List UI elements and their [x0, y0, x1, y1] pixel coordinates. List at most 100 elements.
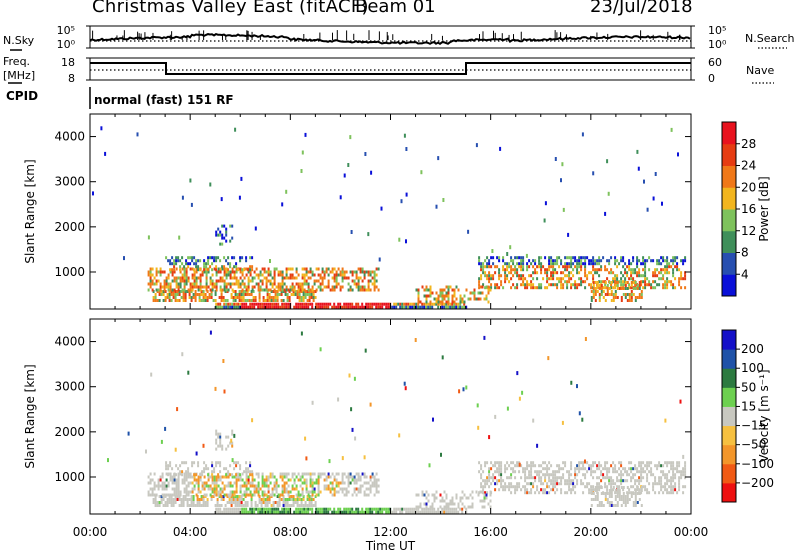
echo-cell [317, 302, 320, 306]
echo-cell [189, 473, 192, 477]
echo-cell [227, 510, 230, 514]
echo-cell [285, 267, 288, 271]
echo-cell [590, 467, 593, 471]
echo-cell [379, 305, 382, 309]
echo-cell [365, 270, 368, 274]
echo-cell [154, 498, 157, 501]
echo-cell [423, 305, 426, 309]
echo-cell [480, 265, 483, 269]
colorbar-tick-label: 16 [741, 202, 756, 216]
echo-cell [616, 501, 619, 504]
echo-cell [242, 296, 245, 299]
echo-cell [568, 265, 571, 269]
echo-cell [453, 507, 456, 511]
echo-cell [516, 283, 519, 287]
echo-cell [204, 296, 207, 299]
echo-cell [423, 294, 426, 298]
echo-cell [251, 510, 254, 514]
echo-cell [640, 296, 643, 299]
echo-cell [417, 291, 420, 295]
echo-cell [260, 498, 263, 501]
echo-cell [443, 297, 446, 301]
echo-cell [550, 482, 553, 486]
echo-cell [564, 280, 567, 284]
echo-cell [281, 273, 284, 277]
echo-cell [205, 273, 208, 277]
echo-cell [516, 286, 519, 290]
echo-cell [622, 256, 625, 260]
echo-cell [152, 296, 155, 299]
echo-cell [636, 265, 639, 269]
echo-cell [552, 268, 555, 272]
echo-cell [212, 299, 215, 302]
echo-cell [658, 464, 661, 468]
echo-cell [514, 265, 517, 269]
echo-cell [209, 487, 212, 491]
echo-cell [443, 510, 446, 514]
echo-cell [375, 302, 378, 306]
echo-cell [301, 507, 304, 511]
echo-cell [351, 475, 354, 479]
echo-cell [349, 475, 352, 479]
echo-cell [163, 484, 166, 488]
echo-cell [487, 291, 490, 295]
echo-cell [357, 472, 360, 476]
echo-cell [536, 277, 539, 281]
echo-cell [147, 475, 150, 479]
echo-cell [211, 490, 214, 494]
echo-cell [550, 259, 553, 263]
echo-cell [435, 300, 438, 304]
echo-cell [265, 493, 268, 497]
echo-cell [259, 285, 262, 289]
echo-cell [494, 476, 497, 480]
echo-cell [333, 493, 336, 497]
echo-cell [355, 481, 358, 485]
echo-cell [634, 296, 637, 299]
echo-cell [175, 276, 178, 280]
echo-cell [636, 284, 639, 287]
echo-cell [317, 478, 320, 482]
echo-cell [227, 481, 230, 485]
echo-cell [373, 302, 376, 306]
echo-cell [666, 268, 669, 272]
echo-cell [259, 507, 262, 511]
echo-cell [672, 259, 675, 263]
echo-cell [225, 270, 228, 274]
echo-cell [588, 283, 591, 287]
echo-cell [359, 267, 362, 271]
echo-cell [231, 473, 234, 477]
noise-cell [414, 338, 417, 342]
echo-cell [183, 270, 186, 274]
echo-cell [302, 299, 305, 302]
echo-cell [197, 268, 200, 272]
echo-cell [219, 230, 222, 234]
colorbar-swatch [722, 252, 736, 275]
echo-cell [305, 273, 308, 277]
echo-cell [612, 280, 615, 284]
echo-cell [658, 461, 661, 465]
echo-cell [405, 507, 408, 511]
echo-cell [648, 256, 651, 260]
echo-cell [622, 488, 625, 492]
echo-cell [546, 482, 549, 486]
echo-cell [612, 271, 615, 275]
echo-cell [670, 491, 673, 495]
echo-cell [171, 481, 174, 485]
echo-cell [297, 302, 300, 306]
echo-cell [387, 507, 390, 511]
echo-cell [275, 510, 278, 514]
echo-cell [203, 259, 206, 263]
echo-cell [313, 472, 316, 476]
echo-cell [245, 510, 248, 514]
echo-cell [347, 484, 350, 488]
echo-cell [243, 470, 246, 474]
echo-cell [237, 268, 240, 272]
echo-cell [258, 299, 261, 302]
echo-cell [167, 464, 170, 468]
echo-cell [169, 270, 172, 274]
echo-cell [295, 507, 298, 511]
x-tick-label: 00:00 [674, 525, 709, 539]
echo-cell [417, 297, 420, 301]
echo-cell [379, 302, 382, 306]
echo-cell [195, 478, 198, 482]
